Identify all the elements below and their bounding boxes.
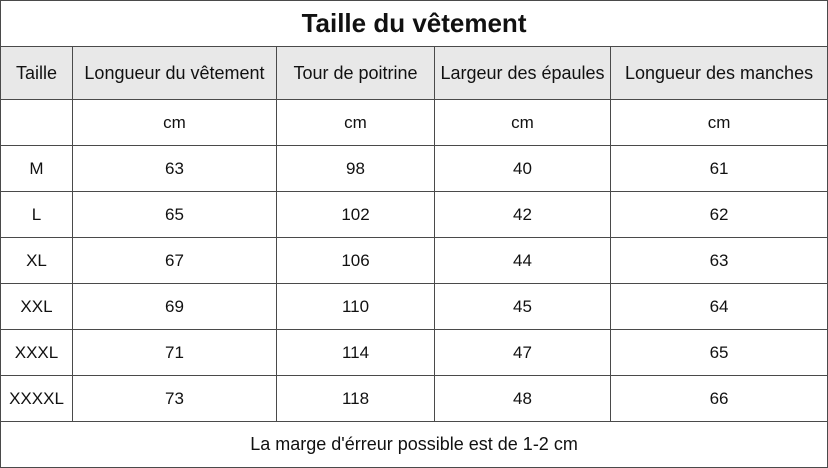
table-cell: 114 xyxy=(276,329,435,376)
header-garment-length: Longueur du vêtement xyxy=(72,46,277,100)
table-row: L 65 102 42 62 xyxy=(0,191,828,238)
unit-cell: cm xyxy=(72,99,277,146)
title-row: Taille du vêtement xyxy=(0,0,828,47)
size-cell: XL xyxy=(0,237,73,284)
table-row: XXXL 71 114 47 65 xyxy=(0,329,828,376)
size-cell: L xyxy=(0,191,73,238)
table-row: XXXXL 73 118 48 66 xyxy=(0,375,828,422)
table-cell: 62 xyxy=(609,191,828,238)
unit-cell: cm xyxy=(276,99,435,146)
header-sleeve-length: Longueur des manches xyxy=(609,46,828,100)
table-cell: 47 xyxy=(434,329,611,376)
table-cell: 98 xyxy=(276,145,435,192)
header-chest: Tour de poitrine xyxy=(276,46,435,100)
table-cell: 42 xyxy=(434,191,611,238)
table-cell: 45 xyxy=(434,283,611,330)
size-cell: M xyxy=(0,145,73,192)
table-cell: 65 xyxy=(609,329,828,376)
table-cell: 64 xyxy=(609,283,828,330)
header-row: Taille Longueur du vêtement Tour de poit… xyxy=(0,46,828,100)
table-cell: 61 xyxy=(609,145,828,192)
table-cell: 66 xyxy=(609,375,828,422)
size-cell: XXL xyxy=(0,283,73,330)
table-row: XXL 69 110 45 64 xyxy=(0,283,828,330)
table-title: Taille du vêtement xyxy=(0,0,828,47)
table-cell: 63 xyxy=(72,145,277,192)
unit-cell: cm xyxy=(609,99,828,146)
unit-row: cm cm cm cm xyxy=(0,99,828,146)
footer-row: La marge d'érreur possible est de 1-2 cm xyxy=(0,421,828,468)
error-margin-note: La marge d'érreur possible est de 1-2 cm xyxy=(0,421,828,468)
table-cell: 69 xyxy=(72,283,277,330)
size-cell: XXXXL xyxy=(0,375,73,422)
table-cell: 63 xyxy=(609,237,828,284)
table-cell: 65 xyxy=(72,191,277,238)
table-cell: 67 xyxy=(72,237,277,284)
table-row: M 63 98 40 61 xyxy=(0,145,828,192)
table-cell: 110 xyxy=(276,283,435,330)
table-cell: 40 xyxy=(434,145,611,192)
size-cell: XXXL xyxy=(0,329,73,376)
unit-cell: cm xyxy=(434,99,611,146)
table-cell: 102 xyxy=(276,191,435,238)
header-size: Taille xyxy=(0,46,73,100)
table-cell: 44 xyxy=(434,237,611,284)
table-cell: 73 xyxy=(72,375,277,422)
header-shoulder-width: Largeur des épaules xyxy=(434,46,611,100)
table-cell: 106 xyxy=(276,237,435,284)
table-cell: 118 xyxy=(276,375,435,422)
table-cell: 48 xyxy=(434,375,611,422)
table-cell: 71 xyxy=(72,329,277,376)
table-row: XL 67 106 44 63 xyxy=(0,237,828,284)
unit-cell xyxy=(0,99,73,146)
